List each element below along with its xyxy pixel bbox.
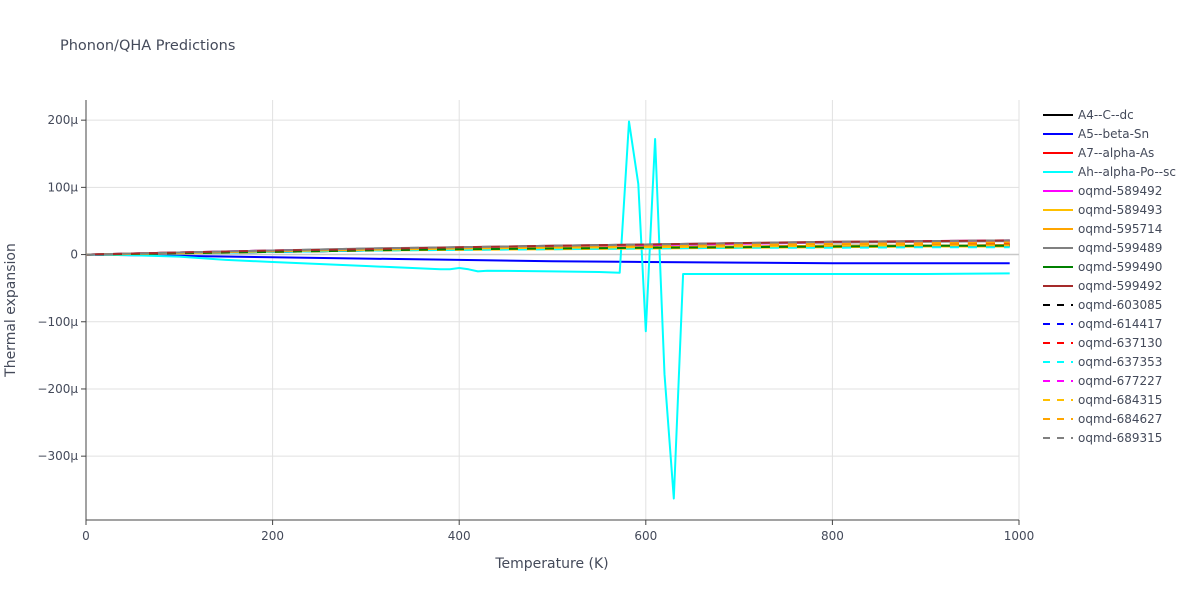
x-tick-label: 800 (821, 529, 844, 543)
legend-item[interactable]: oqmd-599489 (1043, 241, 1162, 255)
legend-item[interactable]: oqmd-603085 (1043, 298, 1162, 312)
legend-label: oqmd-637353 (1078, 355, 1162, 369)
x-tick-label: 400 (448, 529, 471, 543)
legend-label: oqmd-603085 (1078, 298, 1162, 312)
x-tick-label: 1000 (1004, 529, 1035, 543)
legend-label: A4--C--dc (1078, 108, 1134, 122)
legend-item[interactable]: oqmd-595714 (1043, 222, 1162, 236)
legend-item[interactable]: oqmd-684315 (1043, 393, 1162, 407)
legend-label: oqmd-599492 (1078, 279, 1162, 293)
legend-label: oqmd-599489 (1078, 241, 1162, 255)
y-tick-label: −200μ (37, 382, 78, 396)
legend-label: A7--alpha-As (1078, 146, 1154, 160)
legend-label: oqmd-684627 (1078, 412, 1162, 426)
y-tick-label: 200μ (47, 113, 78, 127)
series-line-a5-beta-sn[interactable] (85, 253, 1010, 265)
legend-item[interactable]: oqmd-689315 (1043, 431, 1162, 445)
legend-item[interactable]: oqmd-599490 (1043, 260, 1162, 274)
legend-label: oqmd-677227 (1078, 374, 1162, 388)
legend-item[interactable]: oqmd-677227 (1043, 374, 1162, 388)
legend-label: oqmd-689315 (1078, 431, 1162, 445)
legend-item[interactable]: A4--C--dc (1043, 108, 1134, 122)
series-line-ah-alpha-po-sc[interactable] (85, 120, 1010, 500)
legend-label: oqmd-684315 (1078, 393, 1162, 407)
legend-item[interactable]: A5--beta-Sn (1043, 127, 1149, 141)
legend-item[interactable]: oqmd-589493 (1043, 203, 1162, 217)
y-tick-label: −300μ (37, 449, 78, 463)
x-tick-label: 0 (82, 529, 90, 543)
grid (86, 100, 1020, 520)
y-tick-label: −100μ (37, 315, 78, 329)
legend-item[interactable]: oqmd-589492 (1043, 184, 1162, 198)
legend-label: oqmd-614417 (1078, 317, 1162, 331)
legend-label: oqmd-599490 (1078, 260, 1162, 274)
series-line-oqmd-637353[interactable] (85, 246, 1010, 256)
legend-label: oqmd-589493 (1078, 203, 1162, 217)
axes (81, 100, 1020, 525)
series-line-oqmd-684627[interactable] (85, 241, 1010, 256)
legend-item[interactable]: A7--alpha-As (1043, 146, 1154, 160)
legend[interactable]: A4--C--dc A5--beta-Sn A7--alpha-As Ah--alph… (1043, 108, 1176, 445)
y-axis-title: Thermal expansion (3, 243, 19, 378)
series-line-oqmd-684315[interactable] (85, 244, 1010, 256)
legend-item[interactable]: oqmd-637353 (1043, 355, 1162, 369)
legend-label: Ah--alpha-Po--sc (1078, 165, 1176, 179)
legend-item[interactable]: Ah--alpha-Po--sc (1043, 165, 1176, 179)
y-tick-label: 100μ (47, 180, 78, 194)
legend-label: A5--beta-Sn (1078, 127, 1149, 141)
legend-label: oqmd-595714 (1078, 222, 1162, 236)
legend-item[interactable]: oqmd-684627 (1043, 412, 1162, 426)
x-tick-label: 200 (261, 529, 284, 543)
tick-labels: 0 200 400 600 800 1000 200μ 100μ 0 −100μ −200μ −300… (37, 113, 1034, 543)
x-axis-title: Temperature (K) (494, 556, 608, 572)
legend-label: oqmd-589492 (1078, 184, 1162, 198)
y-tick-label: 0 (70, 248, 78, 262)
legend-label: oqmd-637130 (1078, 336, 1162, 350)
series-line-oqmd-689315[interactable] (85, 239, 1010, 256)
legend-item[interactable]: oqmd-614417 (1043, 317, 1162, 331)
x-tick-label: 600 (634, 529, 657, 543)
plot-area[interactable] (85, 120, 1010, 500)
legend-item[interactable]: oqmd-599492 (1043, 279, 1162, 293)
legend-item[interactable]: oqmd-637130 (1043, 336, 1162, 350)
chart-title: Phonon/QHA Predictions (60, 38, 235, 54)
